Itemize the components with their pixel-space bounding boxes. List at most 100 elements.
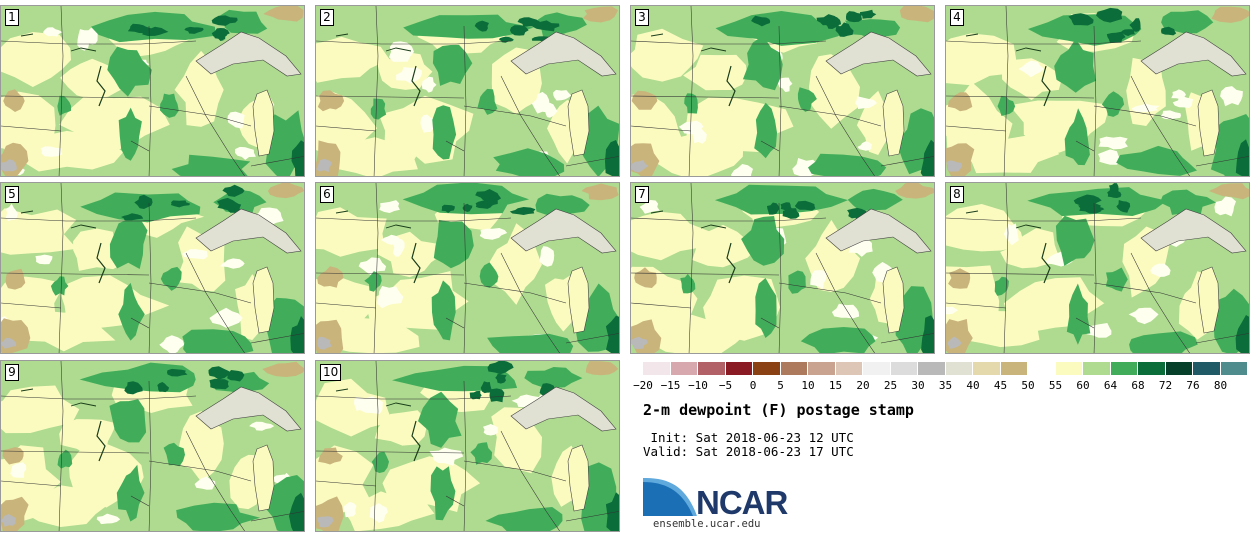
river	[335, 33, 349, 37]
panel-number-label: 4	[950, 9, 964, 26]
river	[726, 65, 736, 107]
moist-region	[742, 35, 783, 91]
low-moisture-patch	[1131, 103, 1160, 112]
dry-region	[1211, 6, 1249, 23]
colorbar-swatch	[1110, 362, 1138, 375]
map-panel-3[interactable]: 3	[630, 5, 935, 177]
map-panel-6[interactable]: 6	[315, 182, 620, 354]
state-boundary	[445, 317, 465, 329]
low-moisture-patch	[379, 200, 400, 213]
valid-time: Valid: Sat 2018-06-23 17 UTC	[643, 444, 854, 459]
state-boundary	[130, 317, 150, 329]
state-boundary	[316, 217, 512, 222]
light-moisture-region	[635, 313, 747, 353]
state-boundary	[1, 95, 150, 99]
low-moisture-patch	[209, 307, 243, 328]
colorbar-swatch	[945, 362, 973, 375]
light-moisture-region	[1, 208, 77, 255]
state-boundary	[946, 40, 1142, 45]
very-dry-patch	[631, 336, 648, 349]
colorbar-tick-label: −20	[633, 379, 653, 392]
low-moisture-patch	[249, 421, 275, 431]
map-panel-7[interactable]: 7	[630, 182, 935, 354]
low-moisture-patch	[544, 102, 558, 118]
map-panel-5[interactable]: 5	[0, 182, 305, 354]
panel-number-label: 3	[635, 9, 649, 26]
very-dry-patch	[316, 516, 334, 528]
state-boundary	[250, 333, 304, 344]
state-boundary	[565, 156, 619, 167]
colorbar-tick-label: 64	[1103, 379, 1118, 392]
river	[1015, 224, 1042, 229]
map-panel-9[interactable]: 9	[0, 360, 305, 532]
colorbar-tick-label: 80	[1213, 379, 1228, 392]
dry-region	[631, 90, 658, 110]
high-moisture-patch	[860, 9, 877, 19]
river	[335, 210, 349, 214]
state-boundary	[946, 302, 1007, 309]
high-moisture-patch	[482, 198, 498, 207]
river	[385, 47, 412, 52]
state-boundary	[815, 252, 875, 353]
moist-region	[418, 391, 462, 448]
state-boundary	[58, 361, 64, 531]
colorbar-swatch	[643, 362, 671, 375]
moist-region	[1064, 108, 1090, 166]
low-moisture-patch	[1098, 149, 1122, 165]
river	[726, 242, 736, 284]
river	[1041, 65, 1051, 107]
state-boundary	[1, 302, 62, 309]
moist-region	[493, 148, 565, 176]
lake-michigan	[252, 444, 275, 512]
map-panel-8[interactable]: 8	[945, 182, 1250, 354]
dry-region	[317, 90, 345, 112]
map-panel-1[interactable]: 1	[0, 5, 305, 177]
high-moisture-patch	[1106, 31, 1126, 43]
state-boundary	[565, 511, 619, 522]
low-moisture-patch	[5, 203, 18, 222]
state-boundary	[688, 183, 694, 353]
moist-region	[163, 442, 185, 467]
state-boundary	[1093, 25, 1097, 176]
moist-region	[485, 507, 563, 531]
low-moisture-patch	[1018, 60, 1045, 78]
map-panel-10[interactable]: 10	[315, 360, 620, 532]
map-panel-4[interactable]: 4	[945, 5, 1250, 177]
high-moisture-patch	[767, 202, 780, 215]
river	[411, 65, 421, 107]
state-boundary	[631, 40, 827, 45]
map-svg	[316, 183, 619, 353]
map-panel-2[interactable]: 2	[315, 5, 620, 177]
river	[385, 402, 412, 407]
very-dry-patch	[947, 336, 962, 349]
colorbar-swatch	[670, 362, 698, 375]
moist-region	[107, 46, 152, 97]
lake-superior	[510, 386, 617, 432]
colorbar-swatch	[918, 362, 946, 375]
state-boundary	[316, 125, 377, 132]
moist-region	[788, 270, 806, 294]
state-boundary	[185, 75, 245, 176]
light-moisture-region	[946, 33, 1018, 86]
state-boundary	[1075, 140, 1095, 152]
state-boundary	[130, 495, 150, 507]
colorbar-swatch	[863, 362, 891, 375]
light-moisture-region	[316, 207, 387, 257]
lake-michigan	[1197, 266, 1220, 334]
moist-region	[800, 327, 876, 353]
moist-region	[1159, 189, 1216, 215]
colorbar-tick-label: −10	[688, 379, 708, 392]
river	[1041, 242, 1051, 284]
moist-region	[160, 266, 182, 291]
river	[700, 47, 727, 52]
low-moisture-patch	[1214, 196, 1236, 217]
map-svg	[1, 183, 304, 353]
moist-region	[433, 219, 474, 269]
high-moisture-patch	[222, 184, 245, 197]
state-boundary	[58, 6, 64, 176]
high-moisture-patch	[1235, 315, 1249, 353]
river	[385, 224, 412, 229]
river	[96, 242, 106, 284]
lake-superior	[195, 386, 302, 432]
colorbar-tick-label: 55	[1048, 379, 1063, 392]
